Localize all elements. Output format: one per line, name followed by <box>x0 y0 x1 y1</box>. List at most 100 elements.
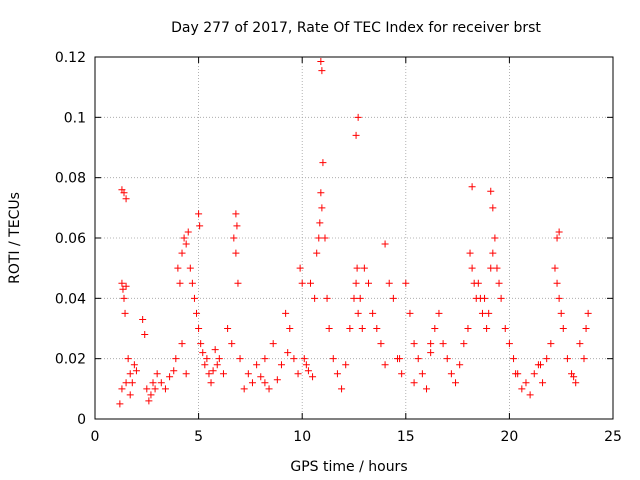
data-point <box>302 361 310 369</box>
data-point <box>489 249 497 257</box>
x-tick-label: 0 <box>91 429 100 445</box>
data-point <box>174 264 182 272</box>
data-point <box>358 325 366 332</box>
tick-labels: 0 5 10 15 20 25 0 0.02 0.04 0.06 0.08 0.1 0.12 <box>55 50 622 445</box>
data-point <box>501 325 509 332</box>
data-point <box>269 340 277 348</box>
data-point <box>410 340 418 348</box>
data-point <box>240 385 248 393</box>
data-point <box>510 355 518 363</box>
data-point <box>313 249 321 257</box>
data-point <box>423 385 431 393</box>
data-point <box>539 379 547 387</box>
data-point <box>296 264 304 272</box>
data-point <box>431 325 439 332</box>
y-tick-label: 0.06 <box>55 231 86 247</box>
data-point <box>261 355 269 363</box>
data-point <box>474 279 482 287</box>
data-point <box>236 355 244 363</box>
data-point <box>149 379 157 387</box>
data-point <box>493 264 501 272</box>
data-point <box>456 361 464 369</box>
data-point <box>298 279 306 287</box>
data-point <box>172 355 180 363</box>
data-point <box>323 294 331 302</box>
data-point <box>435 309 443 317</box>
data-point <box>205 370 213 378</box>
data-point <box>207 379 215 387</box>
data-point <box>381 240 389 248</box>
data-point <box>377 340 385 348</box>
data-point <box>199 349 207 357</box>
data-point <box>176 279 184 287</box>
data-point <box>325 325 333 332</box>
data-point <box>443 355 451 363</box>
data-point <box>284 349 292 357</box>
data-point <box>352 279 360 287</box>
data-point <box>130 361 138 369</box>
data-point <box>286 325 294 332</box>
data-point <box>487 187 495 195</box>
data-point <box>360 264 368 272</box>
data-point <box>512 370 520 378</box>
data-point <box>580 355 588 363</box>
data-point <box>145 397 153 405</box>
data-point <box>311 294 319 302</box>
data-point <box>342 361 350 369</box>
data-point <box>118 279 126 287</box>
chart-title: Day 277 of 2017, Rate Of TEC Index for r… <box>171 20 541 36</box>
data-point <box>151 385 159 393</box>
data-point <box>553 279 561 287</box>
data-point <box>481 294 489 302</box>
data-point <box>536 361 544 369</box>
data-point <box>188 279 196 287</box>
y-tick-label: 0 <box>77 412 86 428</box>
data-point <box>555 294 563 302</box>
data-point <box>300 355 308 363</box>
data-point <box>319 159 327 167</box>
data-point <box>190 294 198 302</box>
data-point <box>180 234 188 242</box>
data-point <box>329 355 337 363</box>
data-point <box>309 373 317 381</box>
data-point <box>161 385 169 393</box>
data-point <box>233 222 241 230</box>
data-point <box>261 379 269 387</box>
data-point <box>468 183 476 191</box>
data-point <box>290 355 298 363</box>
data-point <box>572 379 580 387</box>
data-point <box>487 264 495 272</box>
data-point <box>120 294 128 302</box>
data-point <box>396 355 404 363</box>
data-point <box>543 355 551 363</box>
data-point <box>186 264 194 272</box>
data-point <box>551 264 559 272</box>
data-point <box>277 361 285 369</box>
data-point <box>468 264 476 272</box>
data-point <box>178 249 186 257</box>
data-point <box>294 370 302 378</box>
x-tick-label: 5 <box>194 429 203 445</box>
x-tick-label: 15 <box>397 429 415 445</box>
data-point <box>522 379 530 387</box>
data-point <box>166 373 174 381</box>
data-point <box>389 294 397 302</box>
data-point <box>317 58 325 66</box>
y-tick-label: 0.08 <box>55 171 86 187</box>
data-point <box>418 370 426 378</box>
data-point <box>369 309 377 317</box>
y-tick-label: 0.12 <box>55 50 86 66</box>
data-point <box>132 367 140 375</box>
data-point <box>153 370 161 378</box>
data-point <box>460 340 468 348</box>
data-point <box>219 370 227 378</box>
data-point <box>555 228 563 236</box>
data-point <box>333 370 341 378</box>
data-point <box>124 355 132 363</box>
data-point <box>178 340 186 348</box>
data-point <box>139 315 147 323</box>
data-point <box>244 370 252 378</box>
data-point <box>215 355 223 363</box>
data-point <box>439 340 447 348</box>
